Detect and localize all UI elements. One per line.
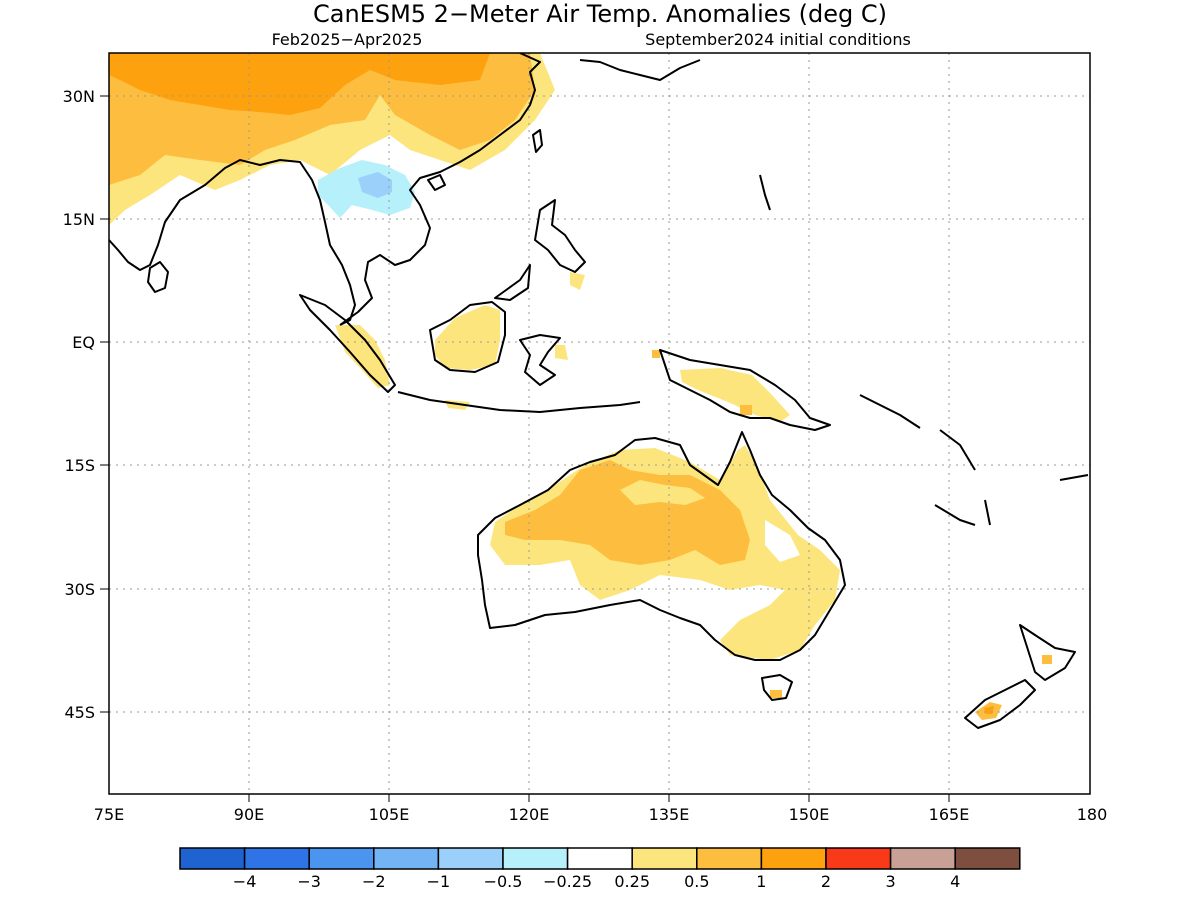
colorbar-label: 3: [886, 872, 896, 891]
colorbar-label: −0.25: [543, 872, 592, 891]
forecast-period: Feb2025−Apr2025: [272, 30, 423, 49]
colorbar-label: 2: [821, 872, 831, 891]
map-plot-area: [109, 53, 1090, 794]
maritime-warm-anomaly: [335, 272, 660, 410]
colorbar-swatch: [631, 847, 698, 870]
colorbar-swatch: [179, 847, 246, 870]
map-title: CanESM5 2−Meter Air Temp. Anomalies (deg…: [313, 0, 887, 28]
colorbar-label: 4: [950, 872, 960, 891]
colorbar-label: −3: [297, 872, 321, 891]
colorbar-label: 0.25: [614, 872, 650, 891]
lat-axis: 30N 15N EQ 15S 30S 45S: [63, 87, 109, 722]
lat-tick-label: 30N: [63, 87, 95, 106]
australia-warm-anomaly: [490, 445, 840, 698]
lon-tick-label: 135E: [649, 805, 690, 824]
initial-conditions: September2024 initial conditions: [645, 30, 911, 49]
colorbar-swatch: [437, 847, 504, 870]
colorbar-label: −1: [427, 872, 451, 891]
colorbar-label: 1: [756, 872, 766, 891]
colorbar-swatch: [760, 847, 827, 870]
lat-tick-label: EQ: [72, 333, 95, 352]
colorbar-swatch: [566, 847, 633, 870]
lon-tick-label: 90E: [234, 805, 264, 824]
map-frame: [108, 52, 1091, 795]
coastlines: [109, 53, 1089, 729]
lon-tick-label: 180: [1077, 805, 1108, 824]
lat-tick-label: 45S: [64, 703, 95, 722]
colorbar-label: −4: [233, 872, 257, 891]
indochina-cool-anomaly: [318, 160, 415, 218]
lat-tick-label: 30S: [64, 580, 95, 599]
colorbar-swatch: [308, 847, 375, 870]
asia-warm-anomaly: [109, 53, 555, 225]
colorbar-label: 0.5: [684, 872, 709, 891]
lon-tick-label: 120E: [509, 805, 550, 824]
new-zealand-warm-anomaly: [975, 655, 1052, 720]
new-guinea-warm-anomaly: [680, 368, 790, 422]
lat-tick-label: 15N: [63, 210, 95, 229]
colorbar-label: −0.5: [484, 872, 523, 891]
lat-tick-label: 15S: [64, 456, 95, 475]
colorbar-legend: −4 −3 −2 −1 −0.5 −0.25 0.25 0.5 1 2 3 4: [179, 847, 1021, 891]
lon-tick-label: 150E: [789, 805, 830, 824]
colorbar-swatch: [954, 847, 1021, 870]
colorbar-swatch: [825, 847, 892, 870]
lon-axis: 75E 90E 105E 120E 135E 150E 165E 180: [94, 794, 1108, 824]
colorbar-swatch: [889, 847, 956, 870]
lon-tick-label: 105E: [369, 805, 410, 824]
colorbar-swatch: [373, 847, 440, 870]
colorbar-swatch: [696, 847, 763, 870]
colorbar-swatch: [502, 847, 569, 870]
lon-tick-label: 165E: [929, 805, 970, 824]
colorbar-swatch: [243, 847, 310, 870]
lon-tick-label: 75E: [94, 805, 124, 824]
map-gridlines: [109, 53, 1090, 794]
colorbar-label: −2: [362, 872, 386, 891]
